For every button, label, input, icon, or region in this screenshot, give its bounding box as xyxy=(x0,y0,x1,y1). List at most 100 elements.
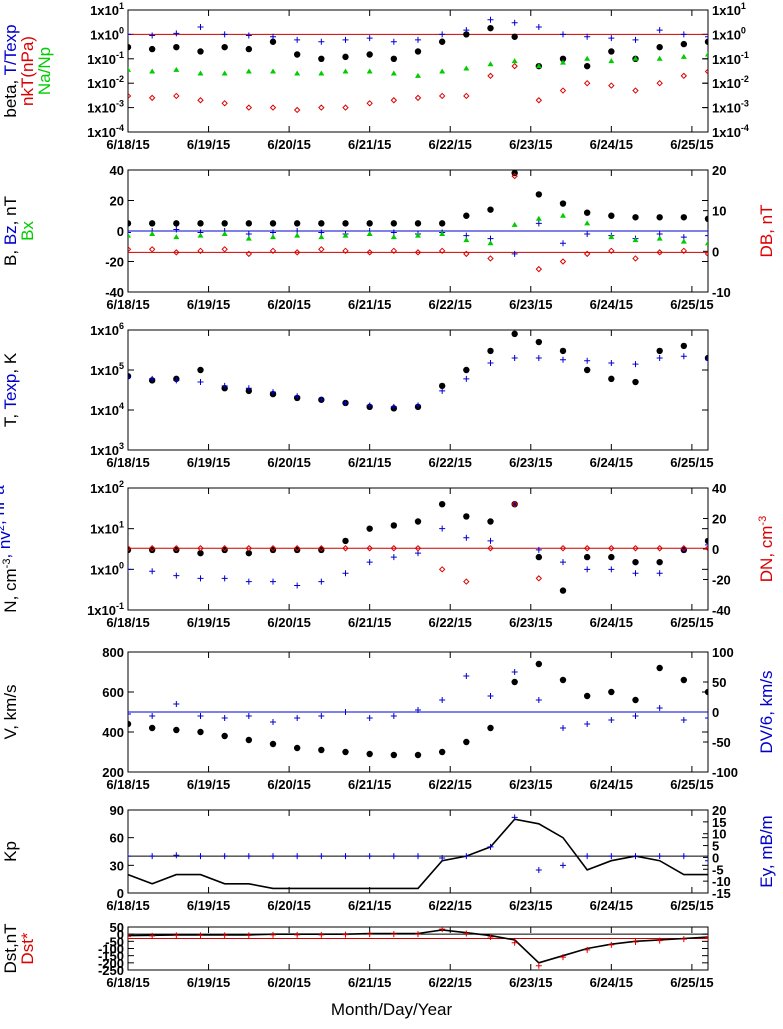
data-point xyxy=(390,97,398,104)
data-point xyxy=(366,220,373,227)
data-point xyxy=(656,79,663,87)
y-tick-label-right: 1x10-4 xyxy=(712,123,749,140)
data-point xyxy=(559,545,567,552)
x-tick-label: 6/18/15 xyxy=(106,455,149,470)
data-point xyxy=(173,726,180,734)
y-tick-label: 50 xyxy=(110,920,124,935)
data-point xyxy=(656,214,663,221)
data-point xyxy=(608,35,615,42)
data-point xyxy=(221,43,228,51)
x-tick-label: 6/23/15 xyxy=(509,777,552,792)
series-nkT(nPa) xyxy=(128,62,708,114)
data-point xyxy=(608,212,615,219)
y-tick-label-right: -50 xyxy=(712,735,731,750)
data-point xyxy=(463,92,470,100)
y-tick-label: 200 xyxy=(102,765,124,780)
data-point xyxy=(173,572,180,579)
data-point xyxy=(535,24,542,31)
data-point xyxy=(584,220,591,226)
data-point xyxy=(632,214,639,221)
data-point xyxy=(318,55,325,62)
data-point xyxy=(705,934,708,941)
data-point xyxy=(487,72,494,80)
data-point xyxy=(463,212,470,219)
data-point xyxy=(559,55,567,62)
plot-area xyxy=(128,170,708,273)
x-tick-label: 6/20/15 xyxy=(267,455,310,470)
x-tick-label: 6/18/15 xyxy=(106,975,149,990)
data-point xyxy=(656,664,663,672)
data-point xyxy=(487,843,494,850)
series-Ey xyxy=(128,814,708,873)
data-point xyxy=(608,247,615,255)
data-point xyxy=(414,751,422,759)
x-tick-label: 6/19/15 xyxy=(187,615,230,630)
y-tick-label: 1x10-3 xyxy=(87,99,124,116)
data-point xyxy=(463,250,470,258)
data-point xyxy=(245,545,253,552)
data-point xyxy=(439,525,446,532)
y-tick-label-right: 1x101 xyxy=(712,1,746,18)
x-tick-label: 6/22/15 xyxy=(429,898,472,913)
data-point xyxy=(390,70,397,76)
data-point xyxy=(463,534,470,541)
data-point xyxy=(221,732,228,740)
data-point xyxy=(438,382,446,390)
y-tick-label: 60 xyxy=(110,831,124,846)
data-point xyxy=(535,354,542,361)
data-point xyxy=(656,545,663,552)
data-point xyxy=(128,31,131,38)
panel-mag: 40 20 0 -20 -40 20 10 0 -10 6/18/15 6/19/15 6/20/15… xyxy=(1,163,776,312)
data-point xyxy=(487,206,494,213)
data-point xyxy=(390,545,398,552)
x-tick-label: 6/25/15 xyxy=(670,297,713,312)
x-tick-label: 6/18/15 xyxy=(106,898,149,913)
data-point xyxy=(704,215,708,222)
x-tick-label: 6/20/15 xyxy=(267,297,310,312)
y-tick-label-right: 1x10-1 xyxy=(712,50,749,67)
data-point xyxy=(487,545,494,552)
data-point xyxy=(366,750,373,758)
x-tick-label: 6/22/15 xyxy=(429,615,472,630)
y-axis-title-left: Kp xyxy=(1,841,20,862)
data-point xyxy=(535,962,542,969)
y-tick-label: -50 xyxy=(105,934,124,949)
x-tick-label: 6/20/15 xyxy=(267,137,310,152)
data-point xyxy=(656,235,663,241)
y-tick-label-right: -10 xyxy=(712,874,731,889)
plot-area xyxy=(128,814,708,890)
data-point xyxy=(632,55,639,61)
data-point xyxy=(680,214,688,221)
data-point xyxy=(583,692,591,700)
data-point xyxy=(487,240,494,246)
data-point xyxy=(680,342,688,350)
data-point xyxy=(583,545,591,552)
data-point xyxy=(390,751,398,759)
y-tick-label-right: 0 xyxy=(712,244,719,259)
data-point xyxy=(632,361,639,368)
y-tick-label: 600 xyxy=(102,685,124,700)
data-point xyxy=(318,713,325,719)
data-point xyxy=(128,720,132,728)
data-point xyxy=(487,518,494,525)
x-tick-label: 6/20/15 xyxy=(267,975,310,990)
data-point xyxy=(197,728,204,736)
data-point xyxy=(560,954,566,961)
data-point xyxy=(294,393,301,400)
data-point xyxy=(583,250,591,258)
data-point xyxy=(535,697,542,703)
data-point xyxy=(704,68,708,75)
data-point xyxy=(269,545,277,552)
plot-area xyxy=(128,927,708,969)
data-point xyxy=(173,30,180,37)
y-tick-label-right: 0 xyxy=(712,542,719,557)
data-point xyxy=(487,61,494,67)
data-point xyxy=(608,717,615,723)
plot-frame xyxy=(127,9,709,133)
data-point xyxy=(318,38,325,45)
x-tick-label: 6/22/15 xyxy=(429,455,472,470)
data-point xyxy=(294,70,301,76)
y-axis-title-left: T, Texp, K xyxy=(1,352,20,427)
